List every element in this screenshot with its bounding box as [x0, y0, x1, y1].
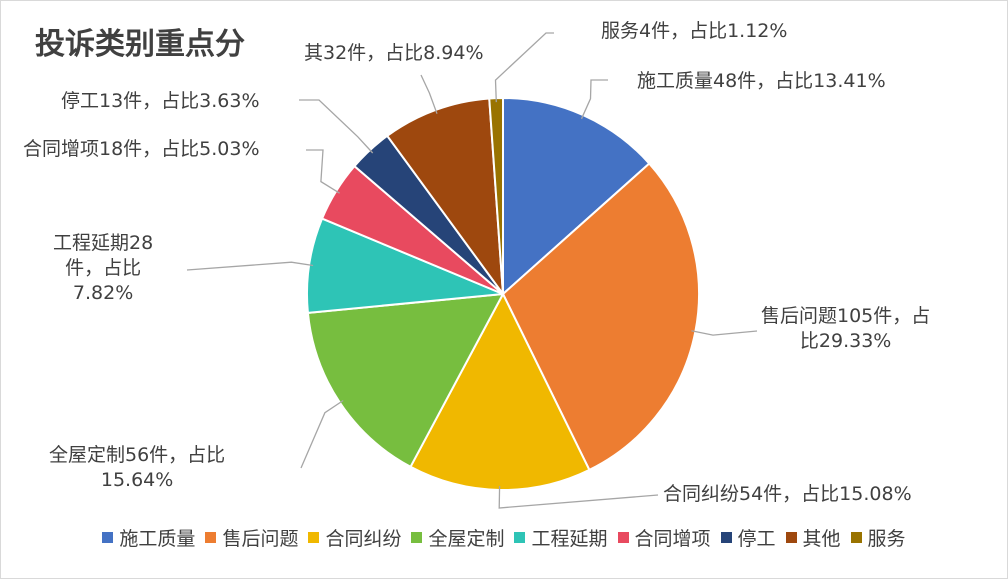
legend-item: 全屋定制 [411, 524, 504, 551]
legend-label: 服务 [867, 528, 906, 550]
chart-title: 投诉类别重点分 [35, 27, 245, 62]
legend-item: 合同纠纷 [308, 524, 401, 551]
legend-swatch [850, 532, 862, 543]
legend-swatch [102, 532, 114, 543]
data-label-line: 全屋定制56件，占比 [49, 444, 226, 466]
legend-swatch [720, 532, 732, 543]
data-label-line: 合同纠纷54件，占比15.08% [663, 483, 912, 505]
data-label-7: 停工13件，占比3.63% [61, 89, 260, 114]
leader-line-4 [300, 399, 344, 469]
data-label-line: 其32件，占比8.94% [304, 42, 484, 64]
legend-item: 其他 [785, 524, 841, 551]
data-label-5: 工程延期28 件，占比 7.82% [53, 231, 153, 306]
legend-swatch [514, 532, 526, 543]
leader-line-2 [691, 330, 758, 336]
data-label-6: 合同增项18件，占比5.03% [23, 137, 260, 162]
data-label-2: 售后问题105件，占 比29.33% [761, 304, 930, 354]
data-label-line: 15.64% [100, 469, 174, 491]
leader-line-1 [580, 79, 608, 120]
legend-label: 售后问题 [222, 528, 299, 550]
leader-line-3 [498, 485, 659, 509]
legend-item: 服务 [850, 524, 906, 551]
data-label-line: 比29.33% [799, 330, 892, 352]
leader-line-7 [299, 99, 374, 154]
legend-item: 施工质量 [102, 524, 195, 551]
legend-label: 全屋定制 [428, 528, 505, 550]
legend-item: 停工 [720, 524, 776, 551]
legend-label: 合同增项 [634, 528, 711, 550]
data-label-8: 其32件，占比8.94% [304, 41, 484, 66]
legend: 施工质量 售后问题 合同纠纷 全屋定制 工程延期 合同增项 停工 其他 服务 [1, 524, 1007, 551]
leader-line-8 [420, 74, 438, 114]
data-label-1: 施工质量48件，占比13.41% [637, 69, 886, 94]
data-label-line: 工程延期28 [53, 232, 154, 254]
leader-line-5 [186, 261, 314, 271]
legend-swatch [785, 532, 797, 543]
legend-swatch [617, 532, 629, 543]
data-label-line: 停工13件，占比3.63% [61, 90, 260, 112]
legend-item: 售后问题 [205, 524, 298, 551]
legend-label: 工程延期 [531, 528, 608, 550]
legend-label: 其他 [802, 528, 841, 550]
legend-swatch [205, 532, 217, 543]
data-label-line: 售后问题105件，占 [761, 305, 931, 327]
data-label-line: 7.82% [72, 282, 134, 304]
legend-label: 施工质量 [119, 528, 196, 550]
data-label-line: 服务4件，占比1.12% [601, 20, 788, 42]
legend-swatch [411, 532, 423, 543]
data-label-line: 施工质量48件，占比13.41% [637, 70, 886, 92]
legend-label: 停工 [737, 528, 776, 550]
legend-label: 合同纠纷 [325, 528, 402, 550]
legend-item: 合同增项 [617, 524, 711, 551]
legend-item: 工程延期 [514, 524, 608, 551]
leader-line-9 [494, 32, 554, 103]
data-label-9: 服务4件，占比1.12% [601, 19, 787, 44]
leader-line-6 [306, 149, 340, 194]
legend-swatch [308, 532, 320, 543]
data-label-line: 合同增项18件，占比5.03% [23, 138, 260, 160]
data-label-3: 合同纠纷54件，占比15.08% [663, 482, 912, 507]
data-label-4: 全屋定制56件，占比 15.64% [49, 443, 225, 493]
data-label-line: 件，占比 [65, 257, 142, 279]
